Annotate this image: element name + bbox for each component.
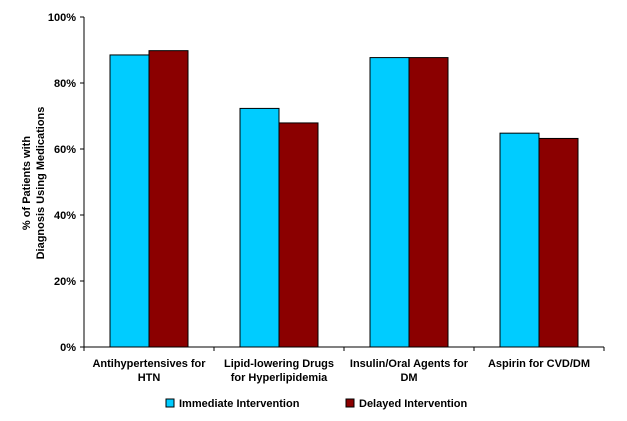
legend-label: Delayed Intervention — [359, 398, 467, 410]
x-category-label: DM — [400, 372, 417, 384]
y-tick-label: 0% — [60, 342, 76, 354]
bar-immediate — [239, 107, 280, 348]
y-axis-title-line-1: % of Patients with — [21, 136, 33, 230]
y-axis-ticks: 0% 20% 40% 60% 80% 100% — [48, 12, 84, 354]
legend-label: Immediate Intervention — [179, 398, 300, 410]
bar-series — [109, 50, 579, 348]
legend-swatch — [345, 398, 355, 408]
y-tick-label: 20% — [54, 276, 76, 288]
y-axis-title: % of Patients with Diagnosis Using Medic… — [21, 107, 47, 260]
bar-immediate — [499, 132, 540, 348]
y-tick-label: 40% — [54, 210, 76, 222]
y-axis-title-line-2: Diagnosis Using Medications — [35, 107, 47, 260]
bar-immediate — [369, 57, 410, 348]
x-category-label: for Hyperlipidemia — [231, 372, 328, 384]
y-tick-label: 100% — [48, 12, 76, 24]
bar-delayed — [148, 50, 189, 348]
bar-immediate — [109, 54, 150, 348]
x-axis-labels: Antihypertensives for HTN Lipid-lowering D… — [92, 358, 590, 384]
legend-swatch — [165, 398, 175, 408]
x-category-label: HTN — [138, 372, 161, 384]
x-category-label: Aspirin for CVD/DM — [488, 358, 590, 370]
x-category-label: Insulin/Oral Agents for — [350, 358, 469, 370]
axes — [83, 17, 605, 351]
bar-delayed — [538, 137, 579, 348]
x-category-label: Lipid-lowering Drugs — [224, 358, 334, 370]
x-category-label: Antihypertensives for — [92, 358, 206, 370]
bar-delayed — [278, 122, 319, 348]
y-tick-label: 60% — [54, 144, 76, 156]
bar-delayed — [408, 57, 449, 348]
y-tick-label: 80% — [54, 78, 76, 90]
legend: Immediate Intervention Delayed Interventi… — [165, 398, 467, 410]
